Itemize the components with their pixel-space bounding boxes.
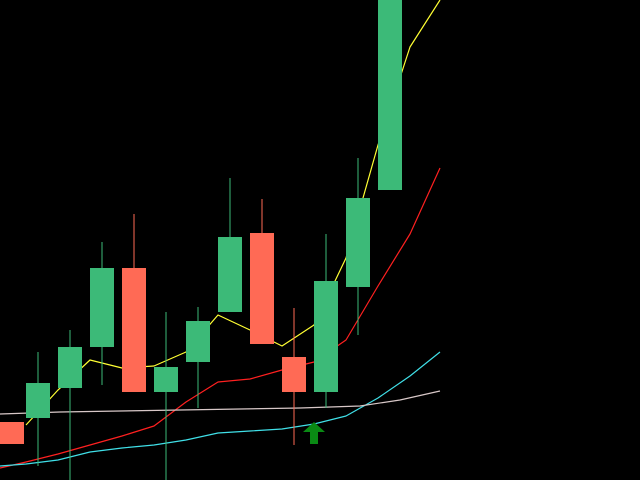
bearish-candle-body bbox=[282, 357, 306, 392]
candle[interactable] bbox=[346, 158, 370, 335]
candle[interactable] bbox=[314, 234, 338, 408]
candle[interactable] bbox=[90, 242, 114, 385]
candle[interactable] bbox=[218, 178, 242, 312]
candle[interactable] bbox=[250, 199, 274, 344]
bearish-candle-body bbox=[0, 422, 24, 444]
candle[interactable] bbox=[122, 214, 146, 392]
bullish-candle-body bbox=[218, 237, 242, 312]
candle[interactable] bbox=[154, 312, 178, 480]
moving-average-line-1 bbox=[25, 0, 441, 426]
bullish-candle-body bbox=[154, 367, 178, 392]
moving-average-line-3 bbox=[0, 351, 441, 467]
moving-average-layer bbox=[0, 0, 441, 469]
bearish-candle-body bbox=[250, 233, 274, 344]
candle[interactable] bbox=[378, 0, 402, 190]
moving-average-line-4 bbox=[0, 390, 441, 415]
candlestick-layer bbox=[0, 0, 402, 480]
bullish-candle-body bbox=[26, 383, 50, 418]
candle[interactable] bbox=[186, 307, 210, 408]
candle[interactable] bbox=[58, 330, 82, 480]
bullish-candle-body bbox=[90, 268, 114, 347]
candle[interactable] bbox=[26, 352, 50, 466]
bullish-candle-body bbox=[346, 198, 370, 287]
moving-average-line-2 bbox=[0, 167, 441, 469]
bullish-candle-body bbox=[186, 321, 210, 362]
bullish-candle-body bbox=[58, 347, 82, 388]
buy-signal-arrow-icon bbox=[303, 422, 325, 444]
bearish-candle-body bbox=[122, 268, 146, 392]
signal-layer bbox=[303, 422, 325, 444]
bullish-candle-body bbox=[378, 0, 402, 190]
candle[interactable] bbox=[282, 308, 306, 445]
bullish-candle-body bbox=[314, 281, 338, 392]
candle[interactable] bbox=[0, 422, 24, 444]
